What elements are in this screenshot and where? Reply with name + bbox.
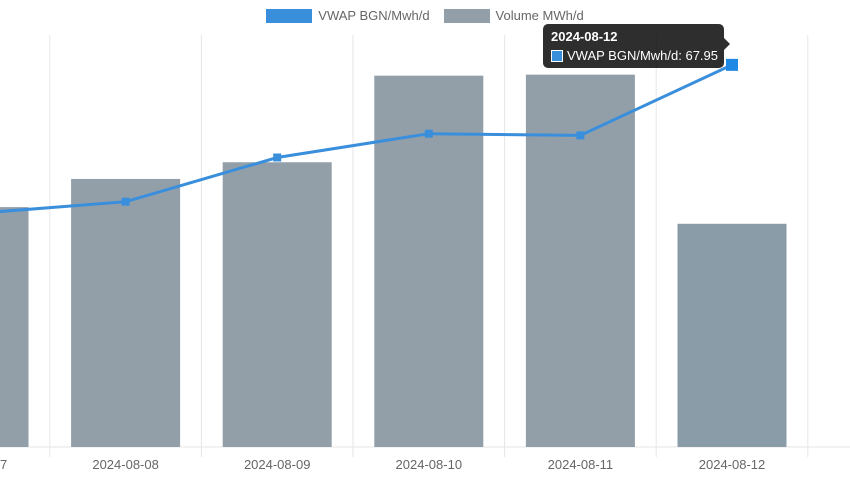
point-vwap-2024-08-08 bbox=[121, 197, 130, 206]
bar-2024-08-09 bbox=[222, 162, 332, 448]
point-vwap-2024-08-12 bbox=[726, 58, 738, 71]
point-vwap-2024-08-10 bbox=[424, 129, 433, 138]
tooltip-title: 2024-08-12 bbox=[551, 29, 618, 44]
x-tick-label: 2024-08-09 bbox=[244, 457, 311, 472]
chart-legend: VWAP BGN/Mwh/d Volume MWh/d bbox=[0, 8, 850, 23]
point-vwap-2024-08-09 bbox=[273, 153, 282, 162]
legend-item-vwap[interactable]: VWAP BGN/Mwh/d bbox=[266, 8, 430, 23]
tooltip-body: VWAP BGN/Mwh/d: 67.95 bbox=[551, 48, 718, 63]
x-tick-label: 2024-08-12 bbox=[699, 457, 766, 472]
bar-2024-08-07 bbox=[0, 207, 29, 447]
legend-item-volume[interactable]: Volume MWh/d bbox=[443, 8, 584, 23]
tooltip-swatch bbox=[551, 49, 563, 62]
x-tick-label: 2024-08-08 bbox=[92, 457, 159, 472]
bar-2024-08-12 bbox=[677, 223, 787, 447]
legend-label-volume: Volume MWh/d bbox=[495, 8, 584, 23]
legend-swatch-volume bbox=[443, 8, 490, 23]
x-tick-label: 2024-08-07 bbox=[0, 457, 7, 472]
x-tick-label: 2024-08-10 bbox=[396, 457, 463, 472]
tooltip-label: VWAP BGN/Mwh/d: 67.95 bbox=[567, 48, 719, 63]
point-vwap-2024-08-11 bbox=[576, 131, 585, 140]
line-vwap bbox=[0, 63, 733, 214]
legend-swatch-vwap bbox=[266, 8, 313, 23]
bar-2024-08-11 bbox=[525, 74, 635, 448]
legend-label-vwap: VWAP BGN/Mwh/d bbox=[318, 8, 430, 23]
chart-tooltip: 2024-08-12 VWAP BGN/Mwh/d: 67.95 bbox=[543, 24, 730, 68]
x-tick-label: 2024-08-11 bbox=[548, 457, 614, 472]
tooltip-caret bbox=[724, 38, 730, 50]
bar-2024-08-08 bbox=[71, 178, 181, 447]
